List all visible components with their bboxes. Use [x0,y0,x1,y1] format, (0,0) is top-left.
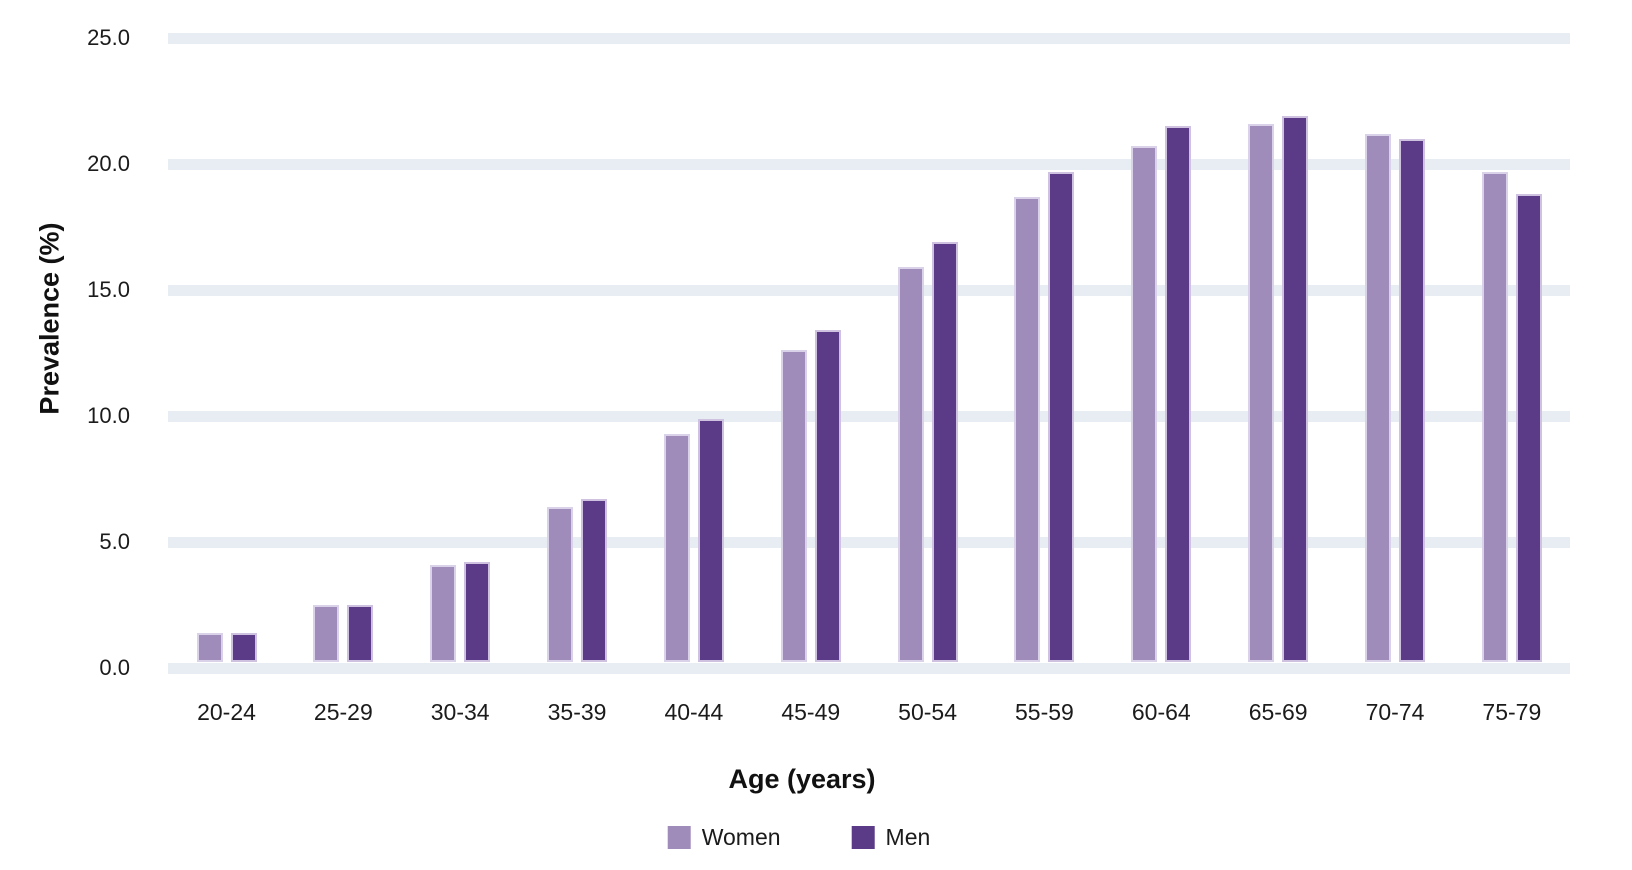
x-tick-label-35-39: 35-39 [547,699,607,725]
y-tick-label: 25.0 [87,25,130,50]
men-series-swatch [851,826,875,849]
bar-men-20-24 [230,632,257,662]
gridline-0.0 [168,662,1570,674]
bar-men-50-54 [931,242,958,662]
y-tick-label: 20.0 [87,151,130,176]
bar-women-20-24 [196,632,223,662]
bar-men-60-64 [1165,126,1192,662]
bar-women-55-59 [1014,196,1041,662]
legend-item-women: Women [667,824,781,851]
bar-women-30-34 [430,564,457,662]
bar-women-75-79 [1481,171,1508,662]
x-tick-label-50-54: 50-54 [898,699,957,725]
gridline-25.0 [168,32,1570,44]
bar-men-70-74 [1399,138,1425,662]
bar-women-50-54 [897,267,924,662]
x-tick-label-65-69: 65-69 [1248,699,1308,725]
bar-men-35-39 [581,499,608,662]
x-tick-label-25-29: 25-29 [313,699,373,725]
bar-women-60-64 [1131,146,1158,662]
bar-men-65-69 [1282,116,1309,662]
bar-women-65-69 [1248,123,1275,662]
x-tick-label-75-79: 75-79 [1482,699,1542,725]
x-tick-label-40-44: 40-44 [664,699,724,725]
bar-women-35-39 [547,506,574,662]
bar-women-40-44 [663,433,690,662]
y-tick-label: 5.0 [99,529,130,554]
bar-women-45-49 [780,350,807,662]
bar-women-70-74 [1365,133,1391,662]
gridline-20.0 [168,158,1570,170]
x-tick-label-60-64: 60-64 [1131,699,1191,725]
y-axis-title: Prevalence (%) [34,222,65,415]
gridline-5.0 [168,536,1570,548]
y-tick-label: 15.0 [87,277,130,302]
x-axis-title: Age (years) [728,764,876,794]
women-series-swatch [667,826,691,849]
legend-item-men: Men [851,824,931,851]
bar-men-55-59 [1048,171,1075,662]
bar-men-45-49 [814,330,841,662]
legend: Women Men [667,824,931,851]
bar-men-75-79 [1515,194,1542,662]
x-tick-label-55-59: 55-59 [1015,699,1074,725]
x-tick-label-20-24: 20-24 [197,699,256,725]
bar-men-30-34 [464,562,491,662]
bar-men-40-44 [697,418,724,662]
x-tick-label-70-74: 70-74 [1365,699,1425,725]
legend-label-men: Men [885,824,931,850]
x-tick-label-30-34: 30-34 [430,699,490,725]
bar-men-25-29 [347,605,374,662]
x-tick-label-45-49: 45-49 [781,699,841,725]
y-tick-label: 10.0 [87,403,130,428]
y-tick-label: 0.0 [99,655,130,680]
gridline-10.0 [168,410,1570,422]
legend-label-women: Women [701,824,781,850]
bar-women-25-29 [313,605,340,662]
gridline-15.0 [168,284,1570,296]
